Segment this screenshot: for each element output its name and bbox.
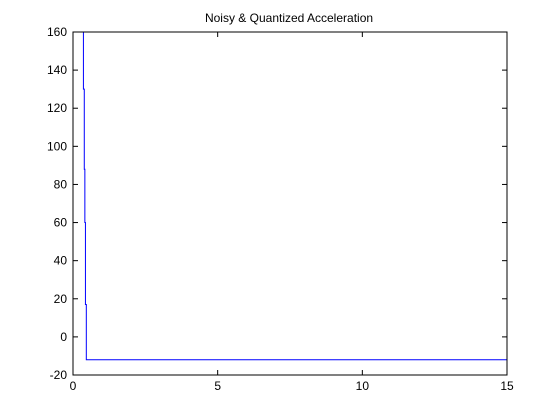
plot-border [72, 31, 508, 376]
x-tick-label: 5 [214, 379, 221, 393]
y-tick-label: 120 [47, 101, 67, 115]
x-tick-label: 15 [500, 379, 514, 393]
y-tick-label: 80 [54, 177, 68, 191]
y-tick-label: -20 [50, 368, 68, 382]
x-tick-label: 10 [356, 379, 370, 393]
chart-title: Noisy & Quantized Acceleration [205, 11, 373, 25]
y-tick-label: 100 [47, 139, 67, 153]
y-tick-label: 60 [54, 216, 68, 230]
plot-area [73, 32, 507, 375]
y-tick-label: 20 [54, 292, 68, 306]
x-tick-label: 0 [70, 379, 77, 393]
y-tick-label: 40 [54, 254, 68, 268]
y-tick-label: 140 [47, 63, 67, 77]
y-tick-label: 0 [60, 330, 67, 344]
y-tick-label: 160 [47, 25, 67, 39]
